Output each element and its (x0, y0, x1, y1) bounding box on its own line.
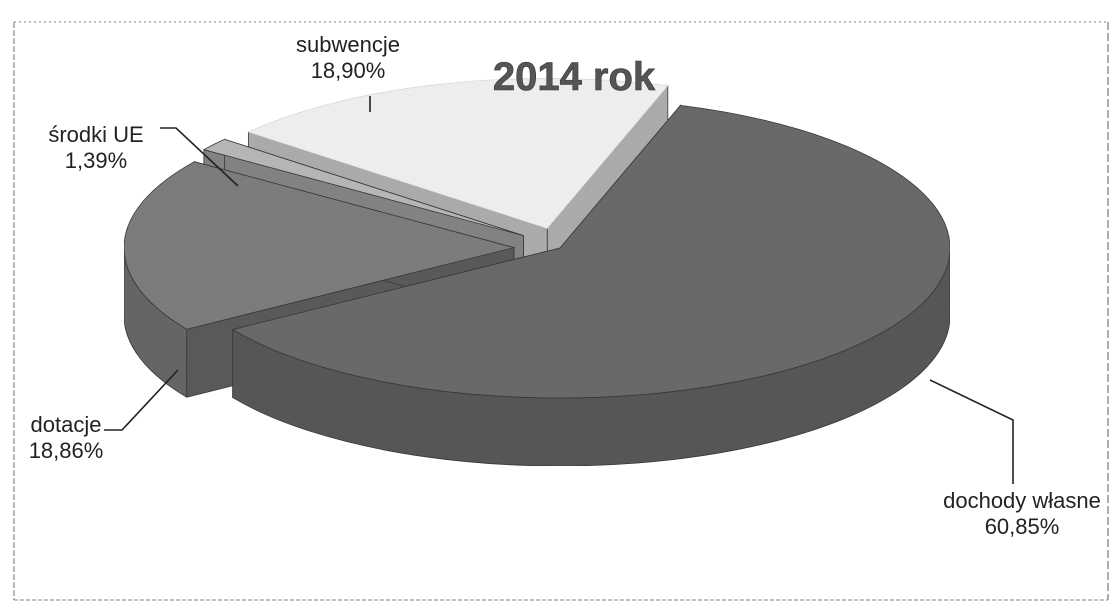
leader-line-dochody-wlasne (929, 379, 1014, 484)
leader-lines (104, 96, 1014, 484)
slice-label-value-subwencje: 18,90% (311, 58, 386, 83)
slice-label-value-srodki-ue: 1,39% (65, 148, 127, 173)
slice-label-name-srodki-ue: środki UE (48, 122, 143, 147)
slice-label-name-dochody-wlasne: dochody własne (943, 488, 1101, 513)
pie-slices (123, 78, 951, 467)
slice-label-value-dochody-wlasne: 60,85% (985, 514, 1060, 539)
chart-title: 2014 rok (493, 55, 656, 99)
pie-slice-top-srodki-ue (202, 138, 524, 237)
pie-slice-dochody-wlasne (231, 104, 951, 467)
slice-label-value-dotacje: 18,86% (29, 438, 104, 463)
frame-lines (13, 21, 1109, 601)
pie-slice-top-dotacje (123, 161, 516, 330)
leader-line-dotacje (104, 369, 179, 431)
pie-slice-top-subwencje (247, 78, 669, 229)
pie-slice-top-dochody-wlasne (231, 104, 951, 399)
slice-label-name-subwencje: subwencje (296, 32, 400, 57)
leader-line-srodki-ue (160, 127, 239, 187)
slice-label-name-dotacje: dotacje (31, 412, 102, 437)
